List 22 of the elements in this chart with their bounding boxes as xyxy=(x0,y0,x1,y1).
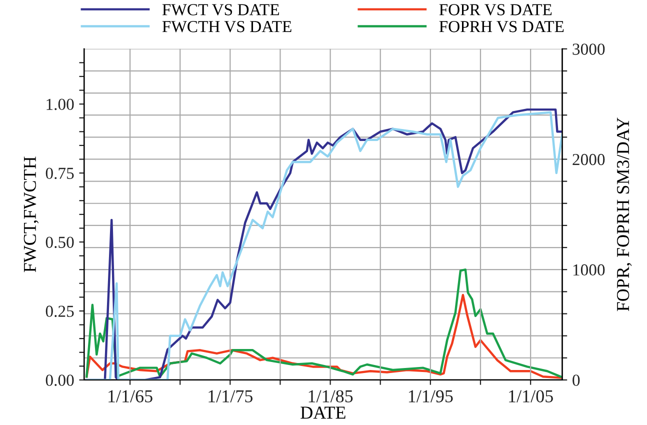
x-tick-label: 1/1/75 xyxy=(208,390,253,402)
line-series xyxy=(86,268,562,378)
legend-label: FWCTH VS DATE xyxy=(162,21,292,32)
x-axis-title: DATE xyxy=(300,406,346,419)
x-tick-label: 1/1/85 xyxy=(308,390,353,402)
x-tick-label: 1/1/65 xyxy=(108,390,152,402)
y-axis-title: FWCT,FWCTH xyxy=(24,156,39,272)
y-tick-label: 0.75 xyxy=(46,168,74,180)
legend-label: FWCT VS DATE xyxy=(162,4,279,16)
y2-tick-label: 3000 xyxy=(572,44,605,55)
legend-label: FOPRH VS DATE xyxy=(439,21,564,32)
x-tick-label: 1/1/05 xyxy=(509,390,553,402)
y-tick-label: 0.25 xyxy=(46,306,74,317)
y-tick-label: 1.00 xyxy=(46,98,74,110)
y-tick-label: 0.00 xyxy=(46,374,74,386)
y-tick-label: 0.50 xyxy=(46,236,74,248)
y2-tick-label: 0 xyxy=(572,374,580,386)
x-tick-label: 1/1/95 xyxy=(408,390,453,402)
y2-tick-label: 1000 xyxy=(573,264,605,276)
y2-tick-label: 2000 xyxy=(572,154,605,166)
legend-label: FOPR VS DATE xyxy=(439,4,552,16)
y2-axis-title: FOPR, FOPRH SM3/DAY xyxy=(616,118,632,312)
